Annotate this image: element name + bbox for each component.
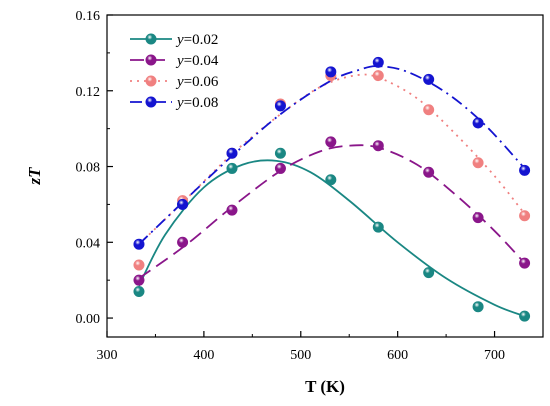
plot-frame: [106, 14, 544, 338]
legend-marker: [145, 96, 157, 108]
data-point: [423, 166, 435, 178]
y-tick-label: 0.12: [76, 85, 101, 100]
data-point: [423, 267, 435, 279]
data-point: [423, 73, 435, 85]
x-tick-label: 400: [193, 348, 214, 363]
data-point: [226, 204, 238, 216]
data-point: [472, 301, 484, 313]
x-tick-label: 500: [290, 348, 311, 363]
data-point: [325, 66, 337, 78]
legend-label: y=0.02: [175, 32, 218, 48]
data-point: [226, 162, 238, 174]
data-point: [325, 136, 337, 148]
data-point: [372, 56, 384, 68]
data-point: [274, 100, 286, 112]
fit-lines: [138, 65, 526, 318]
data-point: [133, 259, 145, 271]
data-point: [423, 104, 435, 116]
legend-label: y=0.08: [175, 95, 218, 111]
data-point: [133, 286, 145, 298]
data-point: [372, 221, 384, 233]
data-point: [472, 157, 484, 169]
x-tick-label: 700: [484, 348, 505, 363]
y-axis-title: zT: [25, 167, 44, 186]
series-line-2: [138, 73, 526, 245]
data-point: [519, 257, 531, 269]
y-tick-label: 0.16: [76, 9, 101, 24]
legend-label: y=0.06: [175, 74, 219, 90]
x-tick-label: 600: [387, 348, 408, 363]
x-axis-title: T (K): [305, 377, 345, 396]
data-point: [133, 274, 145, 286]
legend-marker: [145, 33, 157, 45]
data-point: [274, 162, 286, 174]
series-line-1: [138, 144, 526, 280]
legend-marker: [145, 75, 157, 87]
data-point: [226, 147, 238, 159]
series-line-0: [138, 159, 525, 318]
y-tick-label: 0.08: [76, 161, 101, 176]
data-point: [177, 236, 189, 248]
data-markers: [133, 56, 531, 322]
series-line-3: [138, 65, 526, 245]
y-tick-label: 0.04: [76, 236, 101, 251]
data-point: [519, 310, 531, 322]
data-point: [372, 70, 384, 82]
data-point: [274, 147, 286, 159]
data-point: [372, 140, 384, 152]
data-point: [519, 164, 531, 176]
x-tick-label: 300: [97, 348, 118, 363]
data-point: [472, 212, 484, 224]
data-point: [177, 198, 189, 210]
axis-ticks: 300 400 500 600 700 0.00 0.04 0.08 0.12 0.16: [76, 9, 506, 363]
data-point: [325, 174, 337, 186]
legend: y=0.02 y=0.04 y=0.06 y=0.08: [130, 32, 219, 111]
legend-marker: [145, 54, 157, 66]
legend-label: y=0.04: [175, 53, 219, 69]
data-point: [133, 238, 145, 250]
data-point: [472, 117, 484, 129]
data-point: [519, 210, 531, 222]
y-tick-label: 0.00: [76, 312, 101, 327]
